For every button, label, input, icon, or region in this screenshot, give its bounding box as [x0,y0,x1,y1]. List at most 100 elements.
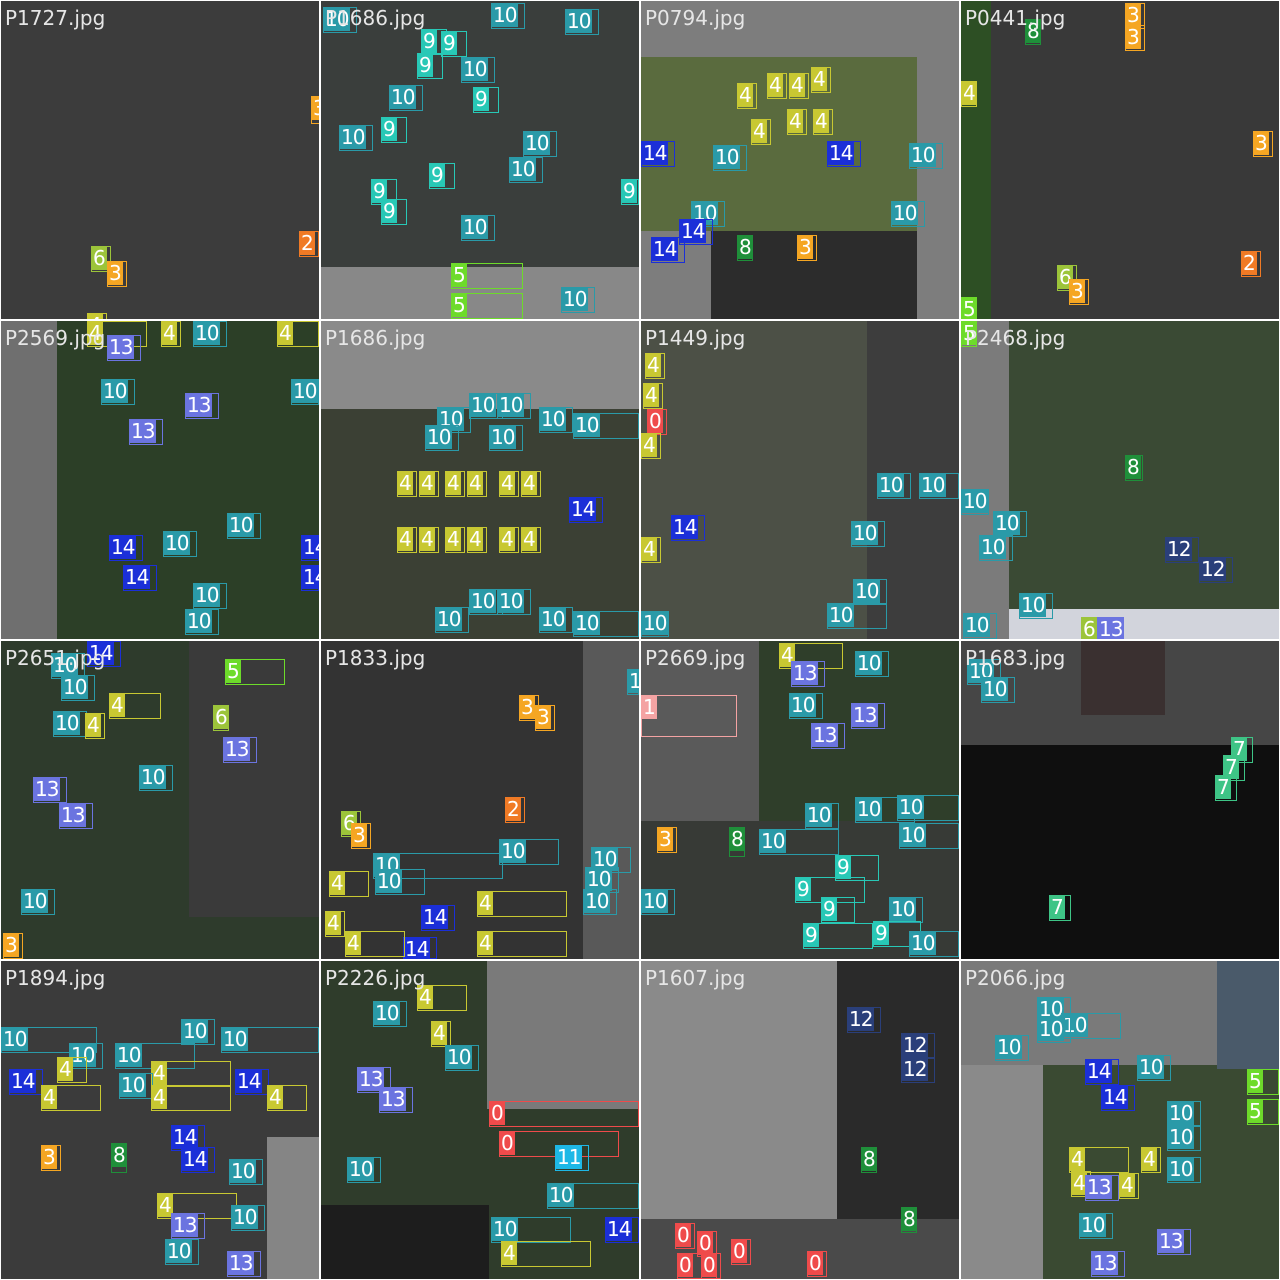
class-label: 14 [679,219,707,243]
mosaic-tile: 14 10 10 5 4 10 4 6 13 10 13 13 10 3 P2651.jpg [1,641,319,959]
class-label: 14 [301,565,319,589]
class-label: 10 [1019,593,1047,617]
class-label: 3 [657,827,673,851]
class-label: 10 [573,413,601,437]
class-label: 10 [641,889,669,913]
image-region [487,961,639,1109]
class-label: 14 [9,1069,37,1093]
class-label: 4 [467,527,483,551]
class-label: 8 [1125,455,1141,479]
class-label: 13 [1157,1229,1185,1253]
class-label: 14 [671,515,699,539]
class-label: 10 [993,511,1021,535]
class-label: 10 [891,201,919,225]
class-label: 4 [645,353,661,377]
class-label: 12 [1165,537,1193,561]
class-label: 10 [897,795,925,819]
class-label: 14 [301,535,319,559]
class-label: 6 [1081,617,1097,639]
class-label: 4 [499,471,515,495]
class-label: 4 [417,985,433,1009]
class-label: 13 [171,1213,199,1237]
class-label: 14 [827,141,855,165]
class-label: 10 [69,1043,97,1067]
class-label: 4 [277,321,293,345]
class-label: 13 [791,661,819,685]
class-label: 3 [535,705,551,729]
class-label: 10 [435,607,463,631]
class-label: 10 [1137,1055,1165,1079]
class-label: 10 [499,839,527,863]
class-label: 10 [583,889,611,913]
image-filename: P1683.jpg [965,646,1066,670]
class-label: 12 [901,1033,929,1057]
image-region [961,321,1009,639]
class-label: 10 [461,57,489,81]
image-region [1081,641,1165,715]
class-label: 4 [1071,1171,1087,1195]
class-label: 14 [171,1125,199,1149]
class-label: 8 [729,827,745,851]
class-label: 14 [181,1147,209,1171]
class-label: 10 [889,897,917,921]
class-label: 10 [185,609,213,633]
class-label: 14 [109,535,137,559]
class-label: 10 [713,145,741,169]
class-label: 9 [873,921,889,945]
image-region [1217,961,1279,1069]
class-label: 10 [53,711,81,735]
class-label: 10 [389,85,417,109]
class-label: 13 [1097,617,1125,639]
class-label: 10 [445,1045,473,1069]
class-label: 4 [499,527,515,551]
class-label: 10 [461,215,489,239]
class-label: 10 [1167,1157,1195,1181]
mosaic-tile: 4410413101013131014101410101414P2569.jpg [1,321,319,639]
class-label: 4 [787,109,803,133]
class-label: 14 [123,565,151,589]
class-label: 10 [899,823,927,847]
class-label: 3 [311,96,319,120]
class-label: 13 [107,335,135,359]
aerial-image [1,1,319,319]
image-filename: P2468.jpg [965,326,1066,350]
image-filename: P2569.jpg [5,326,106,350]
class-label: 10 [855,651,883,675]
class-label: 10 [827,603,855,627]
class-label: 10 [491,3,519,27]
image-filename: P2066.jpg [965,966,1066,990]
class-label: 10 [193,321,221,345]
class-label: 4 [521,471,537,495]
mosaic-tile: 8 3 3 4 3 2 6 3 5 P0441.jpg [961,1,1279,319]
class-label: 4 [431,1021,447,1045]
class-label: 13 [811,723,839,747]
class-label: 10 [909,143,937,167]
class-label: 12 [1199,557,1227,581]
class-label: 9 [795,877,811,901]
class-label: 10 [339,125,367,149]
class-label: 14 [641,141,669,165]
mosaic-tile: 10 10 10 10 14 10 14 5 5 10 10 4 4 10 4 4 13 10 13 13 P2066.… [961,961,1279,1279]
class-label: 14 [421,905,449,929]
class-label: 3 [1125,25,1141,49]
class-label: 4 [157,1193,173,1217]
mosaic-tile: 12 12 12 8 8 0 0 0 0 0 0 P1607.jpg [641,961,959,1279]
class-label: 4 [419,527,435,551]
class-label: 10 [509,157,537,181]
image-region [641,961,837,1219]
class-label: 14 [651,237,679,261]
class-label: 10 [981,677,1009,701]
class-label: 6 [91,246,107,270]
class-label: 14 [1101,1085,1129,1109]
class-label: 0 [489,1101,505,1125]
class-label: 8 [737,235,753,259]
class-label: 5 [1247,1099,1263,1123]
class-label: 4 [961,81,977,105]
image-filename: P1833.jpg [325,646,426,670]
image-filename: P1727.jpg [5,6,106,30]
class-label: 10 [489,425,517,449]
mosaic-tile: 32634P1727.jpg [1,1,319,319]
class-label: 3 [1125,3,1141,27]
class-label: 10 [231,1205,259,1229]
mosaic-tile: 1 4 10 13 10 13 13 10 10 3 8 10 10 10 9 9 9 10 10 9 9 10 P2669… [641,641,959,959]
